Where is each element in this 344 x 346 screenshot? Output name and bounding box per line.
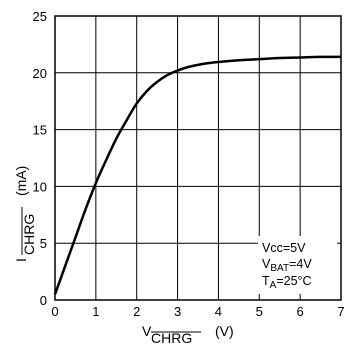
y-tick-labels: 0 5 10 15 20 25: [33, 9, 47, 308]
y-tick-label: 0: [40, 293, 47, 308]
y-label-main: I: [13, 258, 29, 262]
x-label-main: V: [142, 323, 152, 339]
x-tick-label: 4: [215, 304, 222, 319]
x-tick-label: 3: [174, 304, 181, 319]
x-tick-label: 5: [256, 304, 263, 319]
y-tick-label: 5: [40, 236, 47, 251]
y-axis-label: I CHRG (mA): [13, 166, 37, 262]
y-tick-label: 20: [33, 66, 47, 81]
condition-vcc: Vcc=5V: [262, 241, 306, 255]
y-label-sub: CHRG: [21, 214, 37, 255]
x-tick-label: 0: [51, 304, 58, 319]
plot-frame: [54, 15, 342, 301]
conditions-box: Vcc=5V VBAT=4V TA=25°C: [258, 236, 337, 294]
condition-vbat: VBAT=4V: [262, 257, 312, 274]
x-label-unit: (V): [215, 323, 234, 339]
y-label-unit: (mA): [13, 166, 29, 196]
x-tick-label: 7: [337, 304, 344, 319]
x-tick-label: 2: [133, 304, 140, 319]
y-tick-label: 15: [33, 123, 47, 138]
grid: [55, 16, 341, 300]
series-line: [53, 55, 342, 295]
x-tick-labels: 0 1 2 3 4 5 6 7: [51, 304, 344, 319]
x-tick-label: 1: [92, 304, 99, 319]
y-tick-label: 10: [33, 179, 47, 194]
x-label-sub: CHRG: [151, 330, 192, 346]
y-tick-label: 25: [33, 9, 47, 24]
x-axis-label: V CHRG (V): [142, 323, 234, 346]
x-tick-label: 6: [297, 304, 304, 319]
condition-ta: TA=25°C: [262, 274, 312, 291]
